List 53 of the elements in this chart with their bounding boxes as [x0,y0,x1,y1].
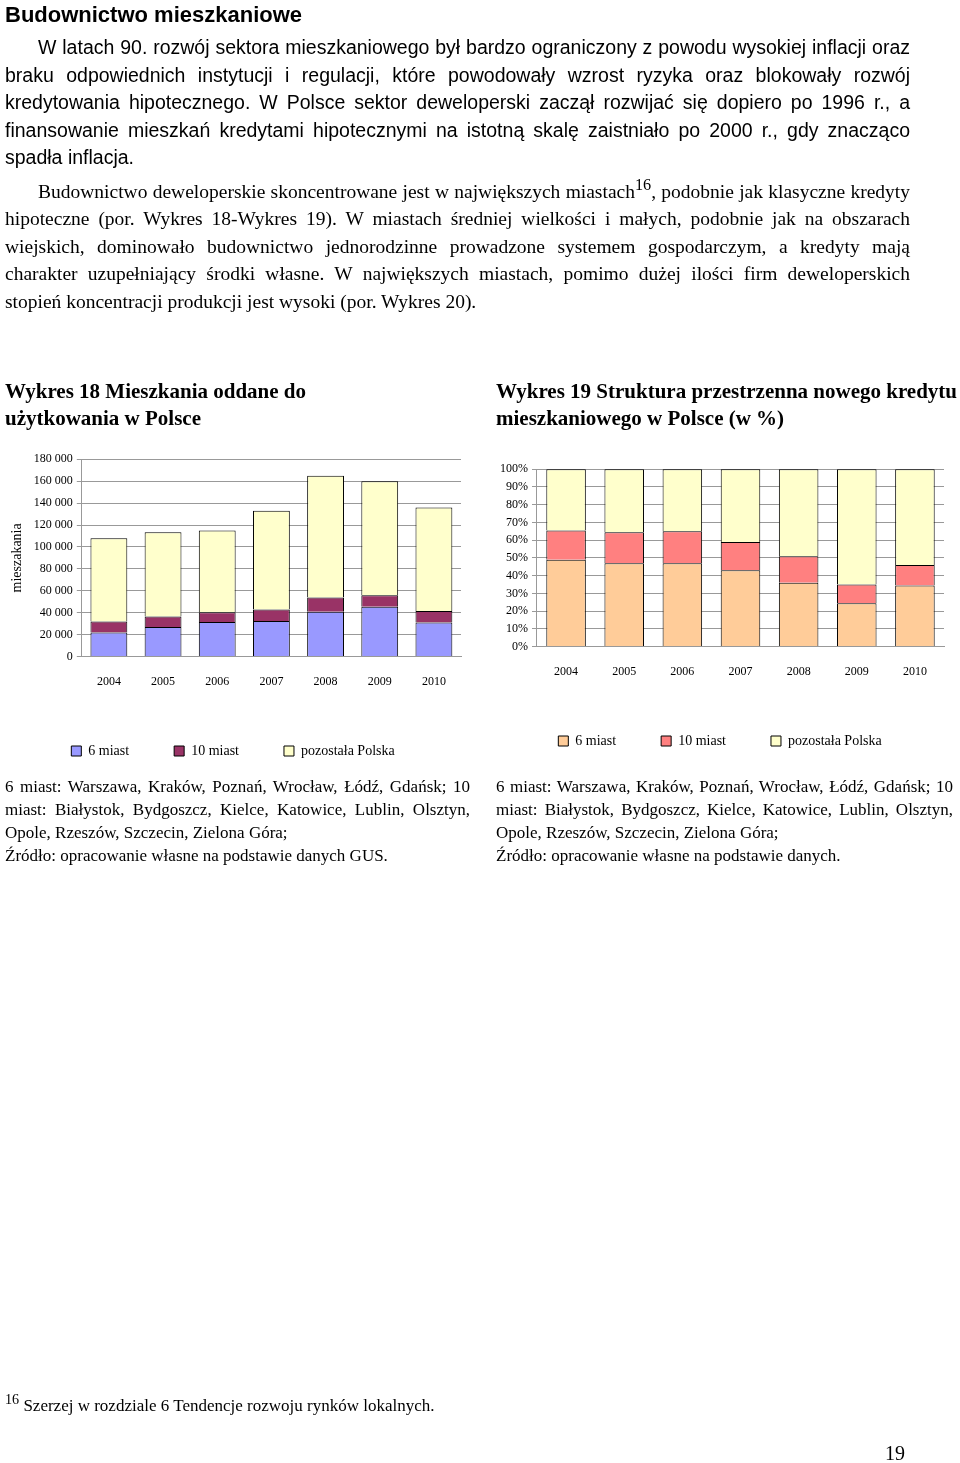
legend-label: 10 miast [678,732,727,748]
y-tick-label: 40% [506,567,528,582]
y-tick-label: 30% [506,585,528,600]
y-tick-label: 70% [506,514,528,529]
y-tick-label: 60% [506,532,528,547]
x-tick-label: 2008 [786,663,811,678]
y-tick-label: 0% [512,638,528,653]
y-tick-label: 10% [506,621,528,636]
text: Źródło: opracowanie własne na podstawie danych. [496,845,842,867]
legend-label: 6 miast [88,742,130,758]
text: $^{16}$ Szerzej w rozdziale 6 Tendencje rozwoju rynków lokalnych. [5,1390,436,1417]
x-tick-label: 2004 [96,673,121,688]
chart-title: Wykres 18 Mieszkania oddane do użytkowania w Polsce [5,378,308,432]
legend-label: 10 miast [191,742,240,758]
x-tick-label: 2009 [844,663,869,678]
y-tick-label: 90% [506,479,528,494]
y-tick-label: 80 000 [39,561,73,576]
x-tick-label: 2005 [612,663,637,678]
y-tick-label: 120 000 [33,517,73,532]
y-tick-label: 160 000 [33,473,73,488]
x-tick-label: 2007 [259,673,284,688]
y-tick-label: 100% [500,461,528,476]
text: Budownictwo mieszkaniowe [5,2,303,28]
text: W latach 90. rozwój sektora mieszkaniowego był bardzo ograniczony z powodu wysokiej inflacji oraz braku odpowiednich instytucji i regulacji, które powodowały wzrost ryzyka oraz blokowały rozwój kredytowania hipotecznego. W Polsce sektor deweloperski zaczął rozwijać się dopiero po 1996 r., a finansowanie mieszkań kredytami hipotecznymi na istotną skalę zaistniało po 2000 r., gdy znacząco spadła inflacja. [5,35,910,170]
x-tick-label: 2008 [313,673,338,688]
y-tick-label: 40 000 [39,604,73,619]
text: Źródło: opracowanie własne na podstawie danych GUS. [5,845,389,867]
y-tick-label: 180 000 [33,451,73,466]
y-tick-label: 20 000 [39,626,73,641]
y-tick-label: 50% [506,550,528,565]
y-tick-label: 80% [506,496,528,511]
legend-label: 6 miast [575,732,617,748]
x-tick-label: 2006 [205,673,230,688]
text: 6 miast: Warszawa, Kraków, Poznań, Wrocław, Łódź, Gdańsk; 10 miast: Białystok, Bydgoszcz, Kielce, Katowice, Lublin, Olsztyn, Opole, Rzeszów, Szczecin, Zielona Góra; [496,776,953,844]
y-tick-label: 140 000 [33,495,73,510]
y-tick-label: 0 [66,648,73,663]
y-tick-label: 20% [506,603,528,618]
x-tick-label: 2006 [670,663,695,678]
y-axis-title: mieszakania [9,522,25,593]
x-tick-label: 2005 [151,673,176,688]
x-tick-label: 2009 [367,673,392,688]
text: 6 miast: Warszawa, Kraków, Poznań, Wrocław, Łódź, Gdańsk; 10 miast: Białystok, Bydgoszcz, Kielce, Katowice, Lublin, Olsztyn, Opole, Rzeszów, Szczecin, Zielona Góra; [5,776,470,844]
x-tick-label: 2004 [554,663,579,678]
text: Budownictwo deweloperskie skoncentrowane jest w największych miastach$^{16}$, podobnie jak klasyczne kredyty hipoteczne (por. Wykres 18-Wykres 19). W miastach średniej wielkości i małych, podobnie jak na obszarach wiejskich, dominowało budownictwo jednorodzinne prowadzone systemem gospodarczym, a kredyty mają charakter uzupełniający środki własne. W największych miastach, pomimo dużej ilości firm deweloperskich stopień koncentracji produkcji jest wysoki (por. Wykres 20). [5,175,910,314]
x-tick-label: 2010 [421,673,446,688]
x-tick-label: 2007 [728,663,753,678]
chart-title: Wykres 19 Struktura przestrzenna nowego kredytu mieszkaniowego w Polsce (w %) [496,378,958,432]
text: 19 [885,1441,906,1463]
legend-label: pozostała Polska [787,732,883,748]
y-tick-label: 100 000 [33,539,73,554]
y-tick-label: 60 000 [39,582,73,597]
x-tick-label: 2010 [902,663,927,678]
legend-label: pozostała Polska [300,742,396,758]
